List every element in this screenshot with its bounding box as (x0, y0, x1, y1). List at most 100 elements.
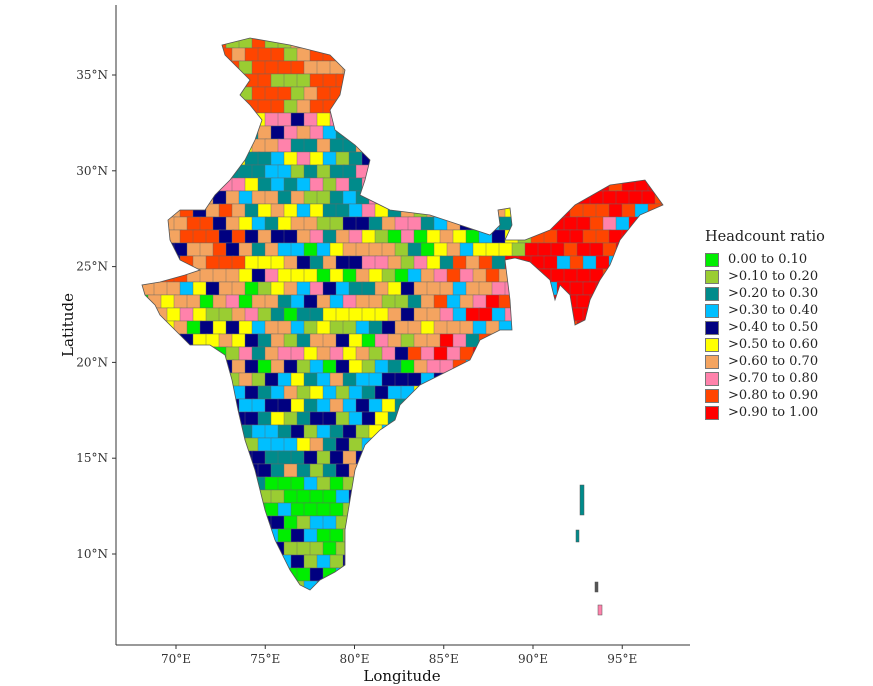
district-cell (608, 229, 625, 244)
district-cell (199, 476, 216, 491)
district-cell (142, 112, 151, 127)
district-cell (166, 47, 183, 62)
district-cell (400, 437, 417, 452)
district-cell (628, 190, 645, 205)
district-cell (173, 346, 190, 361)
district-cell (466, 594, 481, 607)
district-cell (582, 489, 599, 504)
district-cell (472, 216, 489, 231)
district-cell (257, 307, 274, 322)
district-cell (576, 398, 593, 413)
district-cell (511, 320, 528, 335)
district-cell (524, 112, 541, 127)
district-cell (381, 268, 398, 283)
district-cell (142, 242, 151, 257)
district-cell (277, 580, 294, 590)
district-cell (647, 411, 663, 426)
district-cell (166, 411, 183, 426)
district-cell (375, 594, 390, 607)
district-cell (511, 476, 528, 491)
district-cell (270, 463, 287, 478)
district-cell (212, 424, 229, 439)
district-cell (387, 541, 404, 556)
district-cell (147, 346, 164, 361)
district-cell (147, 86, 164, 101)
district-cell (270, 255, 287, 270)
district-cell (491, 177, 508, 192)
district-cell (173, 190, 190, 205)
district-cell (556, 151, 573, 166)
district-cell (160, 112, 177, 127)
district-cell (142, 151, 157, 166)
district-cell (348, 229, 365, 244)
district-cell (335, 255, 352, 270)
district-cell (166, 567, 183, 582)
district-cell (654, 164, 663, 179)
district-cell (504, 47, 521, 62)
district-cell (543, 385, 560, 400)
district-cell (218, 203, 235, 218)
district-cell (244, 489, 261, 504)
district-cell (316, 268, 333, 283)
district-cell (439, 151, 456, 166)
district-cell (621, 203, 638, 218)
district-cell (452, 567, 469, 582)
district-cell (498, 60, 515, 75)
district-cell (582, 229, 599, 244)
district-cell (628, 398, 645, 413)
district-cell (270, 177, 287, 192)
district-cell (615, 320, 632, 335)
district-cell (296, 177, 313, 192)
district-cell (251, 112, 268, 127)
district-cell (251, 580, 268, 590)
district-cell (504, 307, 521, 322)
x-tick-label: 95°E (607, 652, 637, 666)
district-cell (413, 385, 430, 400)
district-cell (537, 38, 554, 49)
district-cell (641, 372, 658, 387)
district-cell (563, 138, 580, 153)
district-cell (173, 320, 190, 335)
district-cell (485, 242, 502, 257)
district-cell (511, 346, 528, 361)
district-cell (582, 567, 599, 582)
district-cell (329, 554, 346, 569)
district-cell (244, 541, 261, 556)
district-cell (277, 424, 294, 439)
district-cell (238, 216, 255, 231)
district-cell (277, 372, 294, 387)
district-cell (381, 502, 398, 517)
district-cell (264, 502, 281, 517)
district-cell (362, 594, 377, 607)
district-cell (335, 307, 352, 322)
district-cell (316, 450, 333, 465)
district-cell (251, 60, 268, 75)
district-cell (570, 594, 585, 607)
district-cell (153, 541, 170, 556)
district-cell (628, 424, 645, 439)
district-cell (550, 112, 567, 127)
district-cell (439, 229, 456, 244)
district-cell (550, 528, 567, 543)
district-cell (225, 554, 242, 569)
district-cell (563, 164, 580, 179)
district-cell (270, 385, 287, 400)
district-cell (478, 177, 495, 192)
district-cell (433, 60, 450, 75)
district-cell (387, 385, 404, 400)
district-cell (446, 164, 463, 179)
district-cell (602, 190, 619, 205)
district-cell (654, 502, 663, 517)
district-cell (309, 411, 326, 426)
district-cell (186, 372, 203, 387)
district-cell (589, 424, 606, 439)
district-cell (648, 594, 663, 607)
district-cell (556, 437, 573, 452)
district-cell (426, 567, 443, 582)
district-cell (654, 138, 663, 153)
district-cell (231, 515, 248, 530)
district-cell (485, 554, 502, 569)
district-cell (589, 554, 606, 569)
district-cell (628, 346, 645, 361)
district-cell (277, 38, 294, 49)
